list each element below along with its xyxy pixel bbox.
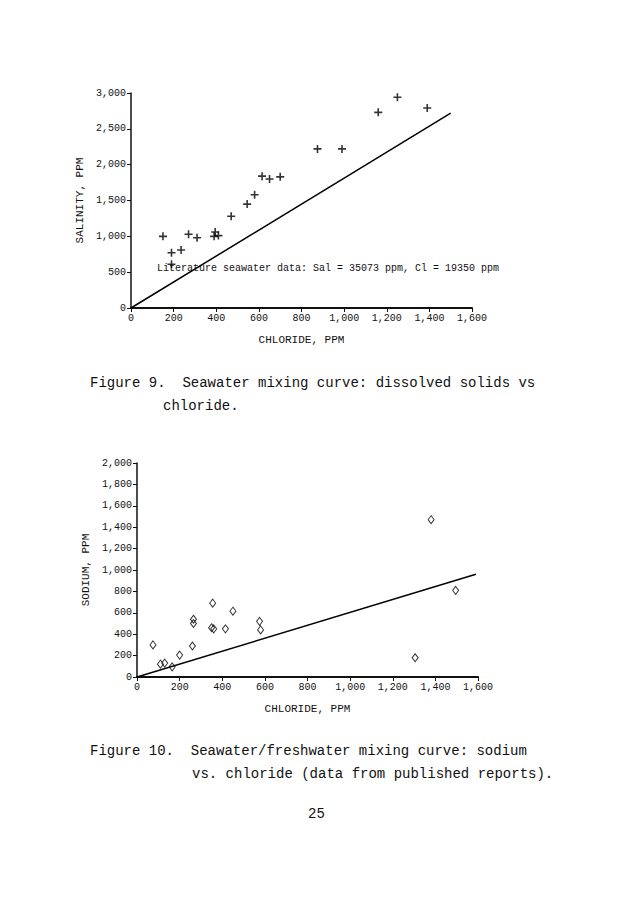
svg-text:400: 400 [114, 629, 132, 640]
svg-text:1,200: 1,200 [372, 313, 402, 324]
html-text:25: 25 [308, 806, 325, 822]
svg-text:2,000: 2,000 [96, 159, 126, 170]
svg-text:1,400: 1,400 [420, 682, 450, 693]
svg-text:0: 0 [120, 303, 126, 314]
svg-text:800: 800 [298, 682, 316, 693]
svg-text:400: 400 [207, 313, 225, 324]
svg-text:SODIUM, PPM: SODIUM, PPM [80, 534, 92, 607]
svg-text:1,500: 1,500 [96, 195, 126, 206]
svg-text:1,800: 1,800 [102, 479, 132, 490]
svg-text:200: 200 [171, 682, 189, 693]
html-text:Figure 9. Seawater mixing curv: Figure 9. Seawater mixing curve: dissolv… [90, 375, 536, 391]
svg-text:1,000: 1,000 [329, 313, 359, 324]
svg-text:600: 600 [250, 313, 268, 324]
svg-text:200: 200 [165, 313, 183, 324]
svg-text:0: 0 [128, 313, 134, 324]
svg-text:0: 0 [134, 682, 140, 693]
svg-text:1,400: 1,400 [102, 522, 132, 533]
svg-text:1,200: 1,200 [102, 543, 132, 554]
svg-text:0: 0 [126, 672, 132, 683]
svg-text:1,000: 1,000 [335, 682, 365, 693]
svg-text:2,000: 2,000 [102, 458, 132, 469]
html-text:Figure 10. Seawater/freshwater: Figure 10. Seawater/freshwater mixing cu… [90, 743, 527, 759]
svg-text:2,500: 2,500 [96, 123, 126, 134]
svg-text:3,000: 3,000 [96, 88, 126, 99]
html-text:chloride.: chloride. [163, 398, 239, 414]
svg-text:1,400: 1,400 [414, 313, 444, 324]
svg-text:1,600: 1,600 [102, 500, 132, 511]
svg-text:600: 600 [256, 682, 274, 693]
svg-text:1,200: 1,200 [378, 682, 408, 693]
html-text:vs. chloride (data from publis: vs. chloride (data from published report… [192, 766, 554, 782]
svg-text:200: 200 [114, 650, 132, 661]
svg-text:CHLORIDE, PPM: CHLORIDE, PPM [265, 703, 351, 715]
svg-text:800: 800 [292, 313, 310, 324]
svg-text:SALINITY, PPM: SALINITY, PPM [74, 158, 86, 244]
svg-text:Literature seawater data: Sal: Literature seawater data: Sal = 35073 pp… [157, 263, 499, 274]
svg-text:600: 600 [114, 607, 132, 618]
svg-text:1,000: 1,000 [102, 565, 132, 576]
svg-text:500: 500 [108, 267, 126, 278]
svg-text:1,600: 1,600 [463, 682, 493, 693]
svg-text:800: 800 [114, 586, 132, 597]
svg-text:400: 400 [213, 682, 231, 693]
svg-text:1,600: 1,600 [457, 313, 487, 324]
svg-text:CHLORIDE, PPM: CHLORIDE, PPM [259, 334, 345, 346]
svg-text:1,000: 1,000 [96, 231, 126, 242]
